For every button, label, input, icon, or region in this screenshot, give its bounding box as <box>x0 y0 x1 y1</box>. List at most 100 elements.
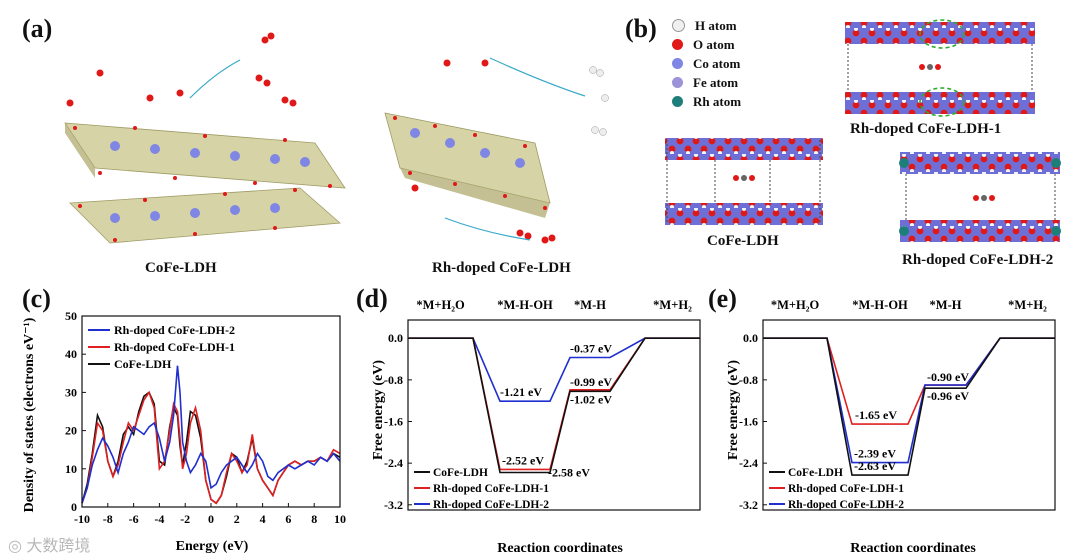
rh-doped-cofe-ldh-label: Rh-doped CoFe-LDH <box>432 260 571 276</box>
d-energy-annotation: -0.37 eV <box>570 341 612 355</box>
legend-o-atom: O atom <box>672 35 782 54</box>
watermark-logo: ◎ 大数跨境 <box>8 538 91 555</box>
e-y-tick-label: 0.0 <box>743 331 758 345</box>
dos-line-rh1 <box>81 390 341 505</box>
dos-legend-label-rh1: Rh-doped CoFe-LDH-1 <box>114 340 235 354</box>
dos-x-tick-label: 2 <box>234 512 240 526</box>
e-legend-label-rh1: Rh-doped CoFe-LDH-1 <box>788 483 904 495</box>
d-legend-label-cofe: CoFe-LDH <box>433 467 488 479</box>
e-legend-label-rh2: Rh-doped CoFe-LDH-2 <box>788 499 904 511</box>
d-legend-label-rh1: Rh-doped CoFe-LDH-1 <box>433 483 549 495</box>
d-y-tick-label: -1.6 <box>384 415 403 429</box>
rh-atom-marker <box>672 96 683 107</box>
d-energy-line-rh1 <box>408 337 700 471</box>
e-energy-line-rh1 <box>763 337 1055 425</box>
legend-fe-atom: Fe atom <box>672 73 782 92</box>
model-label-rh-doped-2: Rh-doped CoFe-LDH-2 <box>902 252 1054 268</box>
ldh-structure-models <box>665 19 1061 242</box>
dos-y-tick-label: 30 <box>65 385 77 399</box>
dos-chart: -10 -8 -6 -4 -2 0 2 4 6 8 10 0 10 20 30 40 50 Rh-doped C… <box>22 309 346 554</box>
d-plot-frame <box>407 319 701 511</box>
panel-b-letter: (b) <box>625 14 657 43</box>
d-energy-annotation: -0.99 eV <box>570 375 612 389</box>
dos-y-tick-label: 50 <box>65 309 77 323</box>
dos-legend-label-rh2: Rh-doped CoFe-LDH-2 <box>114 323 235 337</box>
d-legend-label-rh2: Rh-doped CoFe-LDH-2 <box>433 499 549 511</box>
dos-x-axis-label: Energy (eV) <box>176 539 249 554</box>
e-state-label: *M+H₂ <box>1008 298 1047 312</box>
dos-y-tick-label: 10 <box>65 462 77 476</box>
dos-line-rh2 <box>81 365 341 504</box>
d-state-label: *M-H <box>574 298 606 312</box>
dos-x-tick-label: 4 <box>260 512 266 526</box>
e-energy-annotation: -0.96 eV <box>927 389 969 403</box>
watermark-icon: ◎ <box>8 538 27 555</box>
d-state-label: *M+H₂ <box>653 298 692 312</box>
e-y-tick-label: -0.8 <box>739 373 758 387</box>
free-energy-chart-d: *M+H₂O *M-H-OH *M-H *M+H₂ 0.0 -0.8 -1.6 -2.4 -3… <box>371 298 701 556</box>
dos-legend-label-cofe: CoFe-LDH <box>114 357 172 371</box>
fe-atom-marker <box>672 77 683 88</box>
d-energy-annotation: -1.02 eV <box>570 392 612 406</box>
h-atom-marker <box>672 19 685 32</box>
cofe-ldh-upper-layer <box>64 122 346 189</box>
e-state-label: *M-H <box>930 298 962 312</box>
rh-doped-ldh-layer <box>384 112 551 218</box>
o-atom-marker <box>672 39 683 50</box>
e-energy-annotation: -2.39 eV <box>854 447 896 461</box>
d-energy-annotation: -2.58 eV <box>548 466 590 480</box>
e-y-tick-label: -1.6 <box>739 415 758 429</box>
e-energy-annotation: -0.90 eV <box>927 370 969 384</box>
legend-h-atom: H atom <box>672 16 782 35</box>
d-y-tick-label: -0.8 <box>384 373 403 387</box>
dos-x-tick-label: -4 <box>154 512 164 526</box>
dos-x-tick-label: 10 <box>334 512 346 526</box>
d-y-tick-label: -2.4 <box>384 456 403 470</box>
model-label-cofe-ldh: CoFe-LDH <box>707 233 779 249</box>
ldh-structure-illustration <box>64 32 609 244</box>
e-legend-label-cofe: CoFe-LDH <box>788 467 843 479</box>
panel-a-letter: (a) <box>22 14 53 43</box>
cofe-ldh-label: CoFe-LDH <box>145 260 217 276</box>
e-y-tick-label: -3.2 <box>739 498 758 512</box>
dos-y-axis-label: Density of states (electrons eV⁻¹) <box>22 317 37 512</box>
dos-x-tick-label: 0 <box>208 512 214 526</box>
rh-doped-ldh-2-model <box>899 152 1061 242</box>
cofe-ldh-model <box>665 138 823 225</box>
e-energy-annotation: -1.65 eV <box>855 408 897 422</box>
d-state-label: *M+H₂O <box>416 298 465 312</box>
legend-co-atom: Co atom <box>672 54 782 73</box>
dos-x-tick-label: 6 <box>285 512 291 526</box>
d-state-label: *M-H-OH <box>497 298 553 312</box>
e-y-tick-label: -2.4 <box>739 456 758 470</box>
d-energy-line-cofe <box>408 337 700 474</box>
dos-x-tick-label: -6 <box>129 512 139 526</box>
dos-x-tick-label: -2 <box>180 512 190 526</box>
cofe-ldh-lower-layer <box>69 187 341 244</box>
d-y-tick-label: 0.0 <box>388 331 403 345</box>
e-state-label: *M-H-OH <box>852 298 908 312</box>
d-energy-annotation: -1.21 eV <box>500 385 542 399</box>
dos-x-tick-label: 8 <box>311 512 317 526</box>
d-energy-line-rh2 <box>408 337 700 402</box>
d-y-tick-label: -3.2 <box>384 498 403 512</box>
d-x-axis-label: Reaction coordinates <box>497 541 623 556</box>
e-x-axis-label: Reaction coordinates <box>850 541 976 556</box>
dos-y-tick-label: 40 <box>65 347 77 361</box>
co-atom-marker <box>672 58 683 69</box>
atom-legend: H atom O atom Co atom Fe atom Rh atom <box>672 16 782 111</box>
d-energy-annotation: -2.52 eV <box>502 453 544 467</box>
e-plot-frame <box>762 319 1056 511</box>
legend-rh-atom: Rh atom <box>672 92 782 111</box>
rh-doped-ldh-1-model <box>845 19 1035 117</box>
e-energy-annotation: -2.63 eV <box>854 459 896 473</box>
dos-y-tick-label: 20 <box>65 424 77 438</box>
e-y-axis-label: Free energy (eV) <box>726 360 741 460</box>
free-energy-chart-e: *M+H₂O *M-H-OH *M-H *M+H₂ 0.0 -0.8 -1.6 -2.4 -3… <box>726 298 1056 556</box>
model-label-rh-doped-1: Rh-doped CoFe-LDH-1 <box>850 121 1002 137</box>
e-energy-line-cofe <box>763 337 1055 476</box>
dos-x-tick-label: -8 <box>103 512 113 526</box>
dos-x-tick-label: -10 <box>74 512 90 526</box>
panel-d-letter: (d) <box>356 284 388 313</box>
dos-y-tick-label: 0 <box>71 500 77 514</box>
